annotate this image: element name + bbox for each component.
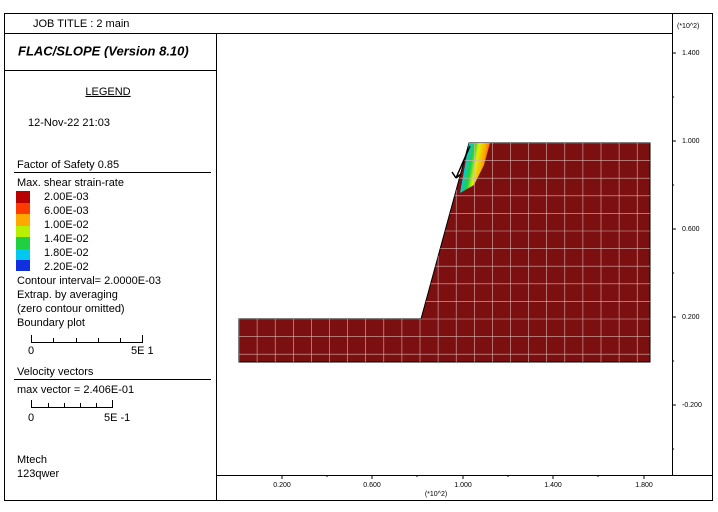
- y-tick-label: 1.000: [682, 138, 700, 145]
- contour-title: Max. shear strain-rate: [17, 177, 124, 189]
- x-tick-label: 0.600: [363, 482, 381, 489]
- failure-zone: [460, 143, 490, 193]
- swatch: [16, 249, 30, 260]
- job-title: JOB TITLE : 2 main: [33, 18, 129, 30]
- velocity-vector: [451, 145, 471, 179]
- velocity-scale-end: 5E -1: [104, 412, 130, 424]
- velocity-title: Velocity vectors: [17, 366, 94, 378]
- swatch: [16, 260, 30, 271]
- boundary-label: Boundary plot: [17, 317, 85, 329]
- boundary-scale-bar: [31, 335, 143, 343]
- axes: 0.200 0.600 1.000 1.400 1.800 1.400 1.000 0.600…: [273, 50, 702, 489]
- contour-level: 1.40E-02: [44, 233, 89, 245]
- contour-level: 6.00E-03: [44, 205, 89, 217]
- y-tick-label: 1.400: [682, 50, 700, 57]
- swatch: [16, 203, 30, 214]
- footer-line: 123qwer: [17, 468, 60, 480]
- swatch: [16, 214, 30, 226]
- velocity-scale-bar: [31, 400, 113, 408]
- legend-heading: LEGEND: [85, 86, 130, 98]
- x-tick-label: 1.000: [454, 482, 472, 489]
- date: 12-Nov-22 21:03: [28, 117, 110, 129]
- swatch: [16, 237, 30, 249]
- x-multiplier: (*10^2): [425, 491, 447, 498]
- contour-levels: 2.00E-03 6.00E-03 1.00E-02 1.40E-02 1.80E-02…: [44, 191, 89, 273]
- x-tick-label: 1.400: [544, 482, 562, 489]
- contour-level: 2.20E-02: [44, 261, 89, 273]
- boundary-scale-start: 0: [28, 345, 34, 357]
- contour-level: 1.00E-02: [44, 219, 89, 231]
- y-tick-label: 0.200: [682, 314, 700, 321]
- swatch: [16, 226, 30, 237]
- contour-swatches: [16, 191, 30, 271]
- velocity-scale-start: 0: [28, 412, 34, 424]
- zero-contour: (zero contour omitted): [17, 303, 125, 315]
- boundary-scale-end: 5E 1: [131, 345, 154, 357]
- y-multiplier: (*10^2): [677, 23, 699, 30]
- contour-interval: Contour interval= 2.0000E-03: [17, 275, 161, 287]
- swatch: [16, 191, 30, 203]
- contour-level: 2.00E-03: [44, 191, 89, 203]
- footer-line: Mtech: [17, 454, 47, 466]
- extrapolation: Extrap. by averaging: [17, 289, 118, 301]
- max-vector: max vector = 2.406E-01: [17, 384, 134, 396]
- x-tick-label: 1.800: [635, 482, 653, 489]
- program-name: FLAC/SLOPE (Version 8.10): [18, 43, 189, 58]
- factor-of-safety: Factor of Safety 0.85: [17, 159, 119, 171]
- contour-level: 1.80E-02: [44, 247, 89, 259]
- y-tick-label: -0.200: [682, 402, 702, 409]
- x-tick-label: 0.200: [273, 482, 291, 489]
- y-tick-label: 0.600: [682, 226, 700, 233]
